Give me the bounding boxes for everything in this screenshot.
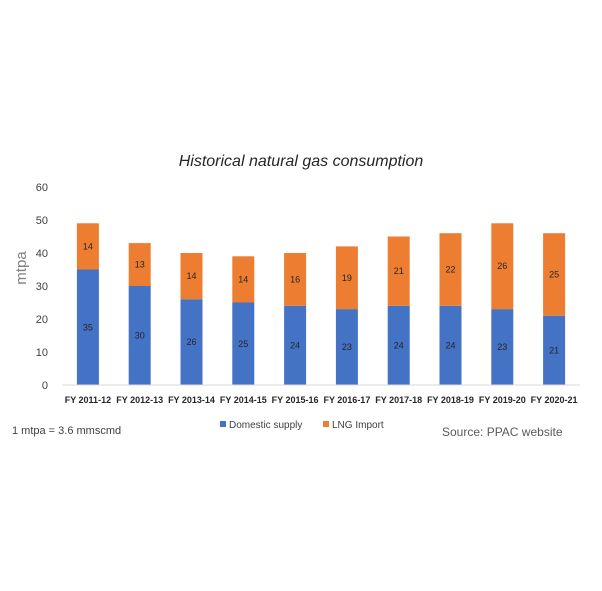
data-label: 21	[549, 345, 559, 355]
y-tick-label: 10	[36, 347, 48, 359]
bar-domestic	[128, 286, 151, 385]
data-label: 24	[290, 340, 300, 350]
data-label: 30	[135, 331, 145, 341]
legend-label-lng: LNG Import	[332, 420, 384, 431]
bar-domestic	[491, 309, 514, 385]
data-label: 25	[238, 339, 248, 349]
y-tick-label: 30	[36, 281, 48, 293]
data-label: 14	[186, 271, 196, 281]
bar-domestic	[76, 269, 99, 385]
bar-domestic	[387, 305, 410, 385]
bar-lng	[543, 233, 566, 316]
legend-label-domestic: Domestic supply	[229, 420, 302, 431]
source-note: Source: PPAC website	[442, 425, 563, 439]
chart-title: Historical natural gas consumption	[179, 153, 424, 170]
x-tick-label: FY 2012-13	[116, 395, 163, 405]
data-label: 13	[135, 260, 145, 270]
y-tick-label: 0	[42, 380, 48, 392]
bar-lng	[335, 246, 358, 310]
x-tick-label: FY 2019-20	[479, 395, 526, 405]
data-label: 24	[445, 340, 455, 350]
x-tick-label: FY 2014-15	[220, 395, 267, 405]
bar-lng	[180, 253, 203, 300]
bar-domestic	[543, 315, 566, 385]
data-label: 19	[342, 273, 352, 283]
data-label: 23	[497, 342, 507, 352]
bars: 35 14 30 13 26 14 25 14 24 16 23 19 24 21 24 22 23 26 21 25	[76, 223, 566, 385]
bar-domestic	[439, 305, 462, 385]
bar-lng	[491, 223, 514, 310]
y-axis-label: mtpa	[13, 251, 30, 285]
bar-domestic	[335, 309, 358, 385]
data-label: 14	[83, 241, 93, 251]
bar-domestic	[232, 302, 255, 385]
x-tick-label: FY 2011-12	[65, 395, 111, 405]
data-label: 26	[497, 261, 507, 271]
bar-lng	[387, 236, 410, 306]
x-tick-label: FY 2020-21	[531, 395, 578, 405]
legend-swatch-lng	[323, 421, 329, 427]
x-tick-label: FY 2015-16	[272, 395, 319, 405]
y-tick-label: 20	[36, 314, 48, 326]
data-label: 35	[83, 322, 93, 332]
bar-lng	[284, 253, 307, 306]
bar-lng	[439, 233, 462, 306]
bar-domestic	[180, 299, 203, 385]
y-tick-label: 60	[36, 182, 48, 194]
y-axis-ticks: 0 10 20 30 40 50 60	[36, 182, 48, 392]
data-label: 24	[394, 340, 404, 350]
data-label: 26	[186, 337, 196, 347]
bar-domestic	[284, 305, 307, 385]
legend: Domestic supply LNG Import	[220, 420, 384, 431]
data-label: 25	[549, 269, 559, 279]
data-label: 23	[342, 342, 352, 352]
x-tick-label: FY 2017-18	[375, 395, 422, 405]
x-axis-ticks: FY 2011-12 FY 2012-13 FY 2013-14 FY 2014-15…	[65, 395, 578, 405]
bar-lng	[128, 243, 151, 286]
data-label: 14	[238, 274, 248, 284]
data-label: 16	[290, 274, 300, 284]
x-tick-label: FY 2013-14	[168, 395, 215, 405]
legend-swatch-domestic	[220, 421, 226, 427]
y-tick-label: 40	[36, 248, 48, 260]
bar-lng	[232, 256, 255, 303]
data-label: 21	[394, 266, 404, 276]
data-label: 22	[445, 265, 455, 275]
conversion-note: 1 mtpa = 3.6 mmscmd	[12, 425, 121, 437]
y-tick-label: 50	[36, 215, 48, 227]
bar-lng	[76, 223, 99, 270]
x-tick-label: FY 2018-19	[427, 395, 474, 405]
x-tick-label: FY 2016-17	[323, 395, 370, 405]
